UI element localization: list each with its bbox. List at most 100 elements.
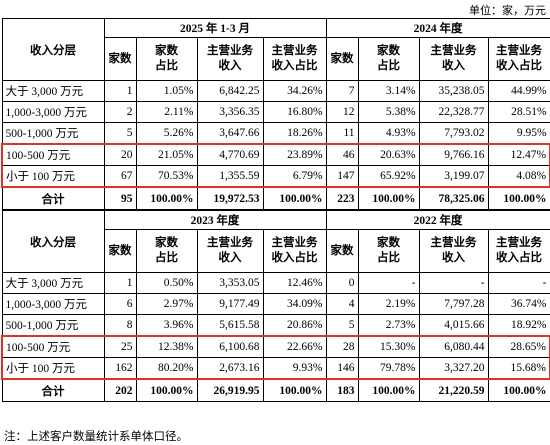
data-row: 小于 100 万元 162 80.20% 2,673.16 9.93% 146 79.78%…	[1, 357, 550, 380]
header-line: 占比	[155, 252, 178, 264]
column-header: 主营业务 收入占比	[487, 229, 550, 273]
cell: 6,080.44	[418, 335, 489, 358]
total-cell: 95	[103, 186, 137, 210]
cell: 4	[325, 293, 359, 315]
header-line: 主营业务	[496, 45, 543, 57]
cell: 4,015.66	[418, 314, 489, 337]
column-header: 主营业务 收入	[196, 37, 264, 81]
total-cell: 100.00%	[487, 186, 550, 210]
data-row: 大于 3,000 万元 1 1.05% 6,842.25 34.26% 7 3.14% 35,…	[1, 80, 550, 102]
cell: 5	[325, 314, 359, 337]
header-line: 收入	[218, 60, 242, 72]
cell: 1	[103, 272, 137, 294]
total-cell: 100.00%	[135, 186, 198, 210]
column-header: 家数	[103, 229, 137, 273]
header-line: 家数	[377, 237, 400, 249]
cell: 9.93%	[262, 357, 327, 380]
column-header-row: 家数 家数 占比 主营业务 收入 主营业务 收入占比 家数 家数 占比 主营业务 收入 主营业务 收入占比	[2, 229, 550, 273]
cell: 8	[103, 314, 137, 337]
cell: 6,842.25	[196, 80, 264, 102]
cell: 2.97%	[135, 293, 198, 315]
cell: 9,766.16	[418, 143, 489, 166]
cell: 7,793.02	[418, 122, 489, 145]
header-line: 占比	[377, 252, 400, 264]
period-row: 收入分层 2023 年度 2022 年度	[1, 210, 550, 273]
row-header: 收入分层	[1, 210, 105, 273]
cell: 4,770.69	[196, 143, 264, 166]
cell: 12.47%	[487, 143, 550, 166]
total-row: 合计 95 100.00% 19,972.53 100.00% 223 100.00% 78,…	[1, 186, 550, 210]
total-cell: 19,972.53	[196, 186, 264, 210]
cell: 46	[325, 143, 359, 166]
period-row: 收入分层 2025 年 1-3 月 2024 年度	[1, 18, 550, 81]
cell: 28.51%	[487, 101, 550, 123]
cell: 7	[325, 80, 359, 102]
cell: 28	[325, 335, 359, 358]
data-row: 1,000-3,000 万元 2 2.11% 3,356.35 16.80% 12 5.38…	[1, 101, 550, 123]
cell: 20.63%	[357, 143, 420, 166]
cell: 7,797.28	[418, 293, 489, 315]
cell: 5.38%	[357, 101, 420, 123]
total-cell: 21,220.59	[418, 378, 489, 402]
total-cell: 100.00%	[135, 378, 198, 402]
cell: 16.80%	[262, 101, 327, 123]
data-row: 大于 3,000 万元 1 0.50% 3,353.05 12.46% 0- - -	[1, 272, 550, 294]
column-header: 家数 占比	[135, 37, 198, 81]
column-header: 家数	[325, 229, 359, 273]
header-line: 主营业务	[207, 45, 253, 57]
row-label: 100-500 万元	[1, 143, 105, 166]
cell: 3,327.20	[418, 357, 489, 380]
cell: 0.50%	[135, 272, 198, 294]
period-title: 2025 年 1-3 月	[103, 18, 327, 38]
cell: 35,238.05	[418, 80, 489, 102]
cell: 5.26%	[135, 122, 198, 145]
header-line: 家数	[330, 244, 354, 257]
header-line: 主营业务	[430, 45, 477, 57]
cell: 80.20%	[135, 357, 198, 380]
period-title: 2023 年度	[103, 210, 327, 230]
cell: 2.73%	[357, 314, 420, 337]
header-line: 收入	[218, 252, 242, 264]
data-table: 收入分层 2023 年度 2022 年度 家数 家数 占比 主营业务 收入 主营业务 收入占比 家数…	[1, 210, 550, 402]
note: 注：上述客户数量统计系单体口径。	[4, 431, 188, 443]
header-line: 收入占比	[496, 252, 542, 264]
cell: 65.92%	[357, 165, 420, 188]
column-header: 家数	[103, 37, 137, 81]
column-header: 家数 占比	[357, 229, 420, 273]
cell: 9.95%	[487, 122, 550, 145]
unit-label: 单位：家，万元	[469, 5, 546, 17]
header-line: 家数	[108, 52, 132, 65]
data-table: 收入分层 2025 年 1-3 月 2024 年度 家数 家数 占比 主营业务 收入 主营业务收…	[1, 18, 550, 210]
column-header: 主营业务 收入占比	[487, 37, 550, 81]
column-header-row: 家数 家数 占比 主营业务 收入 主营业务 收入占比 家数 家数 占比 主营业务 收入 主营业务 收入占比	[2, 37, 550, 81]
header-line: 占比	[155, 60, 178, 72]
cell: 15.68%	[487, 357, 550, 380]
header-line: 收入占比	[271, 60, 318, 72]
total-cell: 100.00%	[357, 186, 420, 210]
cell: 44.99%	[487, 80, 550, 102]
total-cell: 100.00%	[487, 378, 550, 402]
cell: 25	[103, 335, 137, 358]
cell: -	[357, 272, 420, 294]
row-label: 大于 3,000 万元	[1, 272, 105, 294]
total-cell: 223	[325, 186, 359, 210]
table-body: 收入分层 2023 年度 2022 年度 家数 家数 占比 主营业务 收入 主营业务 收入占比 家数…	[1, 210, 550, 402]
header-line: 主营业务	[207, 237, 253, 249]
cell: 12.46%	[262, 272, 327, 294]
header-line: 收入	[442, 252, 465, 264]
cell: 6	[103, 293, 137, 315]
row-label: 1,000-3,000 万元	[1, 293, 105, 315]
total-cell: 26,919.95	[196, 378, 264, 402]
column-header: 主营业务 收入占比	[262, 229, 327, 273]
column-header: 主营业务 收入	[418, 229, 489, 273]
header-line: 家数	[330, 52, 354, 65]
data-row: 500-1,000 万元 5 5.26% 3,647.66 18.26% 11 4.93% 7…	[1, 122, 550, 145]
total-cell: 183	[325, 378, 359, 402]
total-label: 合计	[1, 186, 105, 210]
cell: 162	[103, 357, 137, 380]
cell: 146	[325, 357, 359, 380]
total-cell: 100.00%	[262, 378, 327, 402]
data-row: 1,000-3,000 万元 6 2.97% 9,177.49 34.09% 4 2.19%…	[1, 293, 550, 315]
total-cell: 202	[103, 378, 137, 402]
